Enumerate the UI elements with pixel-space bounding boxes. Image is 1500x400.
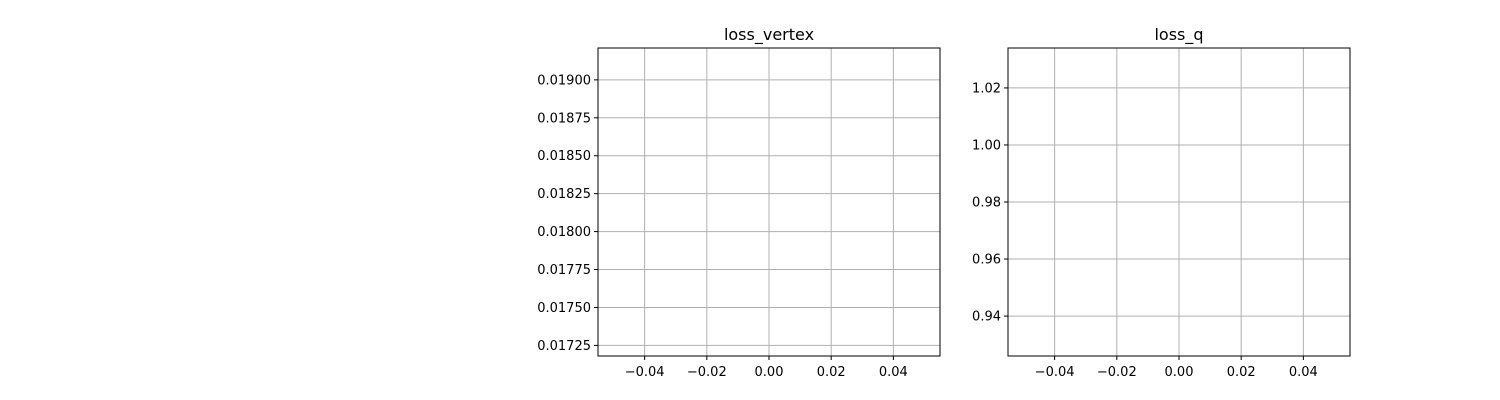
loss-vertex-x-tick-label: −0.02 bbox=[687, 365, 727, 380]
loss-q-y-tick-label: 0.98 bbox=[972, 196, 1001, 211]
loss-vertex-y-tick-label: 0.01750 bbox=[537, 301, 591, 316]
loss-q-x-tick-label: −0.04 bbox=[1035, 365, 1075, 380]
loss-vertex-axes-frame bbox=[597, 47, 941, 357]
loss-q-grid bbox=[1008, 48, 1350, 356]
loss-vertex-x-tick-label: 0.00 bbox=[755, 365, 784, 380]
loss-vertex-y-tick-label: 0.01825 bbox=[537, 187, 591, 202]
chart-loss-q: −0.04 −0.02 0.00 0.02 0.04 0.94 0.96 0.98 1.00 1.… bbox=[972, 25, 1351, 380]
loss-q-ticks: −0.04 −0.02 0.00 0.02 0.04 0.94 0.96 0.98 1.00 1.… bbox=[972, 81, 1318, 380]
loss-vertex-x-tick-label: 0.04 bbox=[879, 365, 908, 380]
loss-q-x-tick-label: 0.04 bbox=[1289, 365, 1318, 380]
loss-vertex-y-tick-label: 0.01775 bbox=[537, 263, 591, 278]
loss-q-x-tick-label: 0.02 bbox=[1227, 365, 1256, 380]
chart-loss-vertex: −0.04 −0.02 0.00 0.02 0.04 0.01725 0.01750 0.01… bbox=[537, 25, 941, 380]
loss-q-y-tick-label: 0.94 bbox=[972, 310, 1001, 325]
loss-vertex-x-tick-label: −0.04 bbox=[625, 365, 665, 380]
loss-q-x-tick-label: 0.00 bbox=[1165, 365, 1194, 380]
loss-vertex-ticks: −0.04 −0.02 0.00 0.02 0.04 0.01725 0.01750 0.01… bbox=[537, 73, 908, 380]
loss-vertex-grid bbox=[598, 48, 940, 356]
loss-q-y-tick-label: 1.02 bbox=[972, 81, 1001, 96]
loss-vertex-x-tick-label: 0.02 bbox=[817, 365, 846, 380]
loss-q-y-tick-label: 0.96 bbox=[972, 253, 1001, 268]
loss-vertex-title: loss_vertex bbox=[724, 25, 814, 45]
loss-vertex-y-tick-label: 0.01800 bbox=[537, 225, 591, 240]
loss-q-axes-frame bbox=[1007, 47, 1351, 357]
loss-q-y-tick-label: 1.00 bbox=[972, 138, 1001, 153]
loss-vertex-y-tick-label: 0.01875 bbox=[537, 111, 591, 126]
loss-q-title: loss_q bbox=[1154, 25, 1203, 45]
loss-vertex-y-tick-label: 0.01900 bbox=[537, 73, 591, 88]
loss-q-x-tick-label: −0.02 bbox=[1097, 365, 1137, 380]
loss-vertex-y-tick-label: 0.01850 bbox=[537, 149, 591, 164]
loss-vertex-y-tick-label: 0.01725 bbox=[537, 339, 591, 354]
